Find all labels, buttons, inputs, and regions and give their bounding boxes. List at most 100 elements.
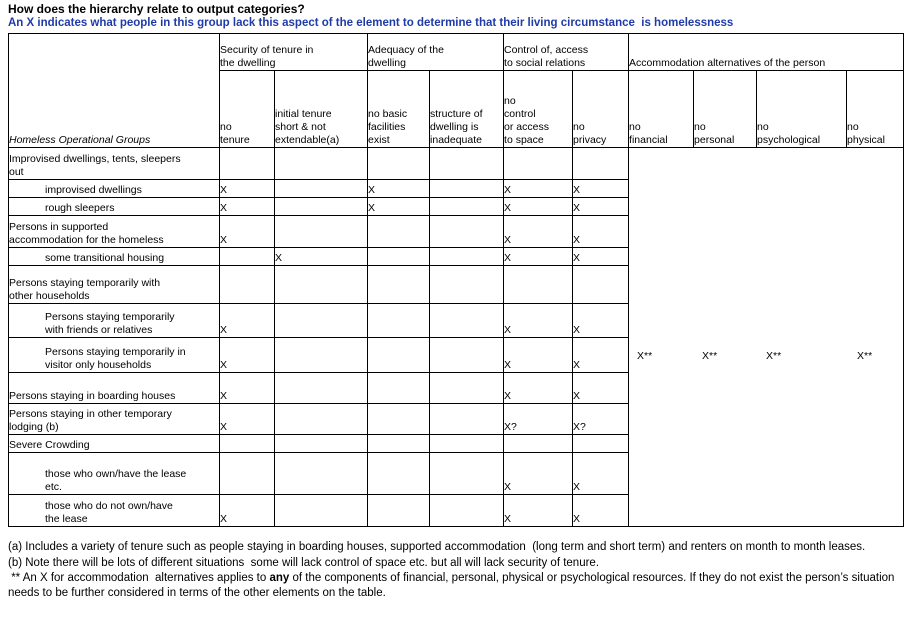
mark-cell: [429, 372, 505, 404]
accommodation-mark: X**: [637, 350, 653, 362]
row-label: Persons staying temporarily with other h…: [8, 265, 220, 304]
mark-cell: [273, 337, 369, 373]
mark-cell: X?: [503, 403, 574, 435]
mark-cell: X: [219, 179, 275, 198]
mark-cell: [367, 452, 431, 495]
mark-cell: X: [219, 494, 275, 527]
mark-cell: [273, 494, 369, 527]
row-label: improvised dwellings: [8, 179, 220, 198]
mark-cell: [429, 452, 505, 495]
mark-cell: X: [572, 337, 630, 373]
row-label: Persons in supported accommodation for t…: [8, 215, 220, 248]
mark-cell: [273, 303, 369, 338]
group-header-accommodation-alternatives: Accommodation alternatives of the person: [628, 33, 905, 71]
table-row: Persons staying temporarily in visitor o…: [8, 337, 904, 373]
mark-cell: [273, 434, 369, 453]
col-header-no-tenure: no tenure: [219, 70, 275, 148]
mark-cell: [367, 372, 431, 404]
row-label: Persons staying in other temporary lodgi…: [8, 403, 220, 435]
mark-cell: X: [572, 215, 630, 248]
mark-cell: X: [572, 247, 630, 266]
homelessness-matrix-table: Homeless Operational Groups Security of …: [8, 33, 905, 527]
footnote-double-asterisk-bold: any: [269, 572, 290, 584]
group-header-control-access-social: Control of, access to social relations: [503, 33, 630, 71]
footnotes: (a) Includes a variety of tenure such as…: [8, 540, 901, 600]
mark-cell: X: [503, 303, 574, 338]
mark-cell: [273, 197, 369, 216]
mark-cell: X: [219, 303, 275, 338]
mark-cell: [219, 247, 275, 266]
table-row: Severe Crowding: [8, 434, 904, 453]
mark-cell: X: [572, 303, 630, 338]
table-row: some transitional housing X X X: [8, 247, 904, 266]
mark-cell: X: [367, 197, 431, 216]
group-header-adequacy-of-dwelling: Adequacy of the dwelling: [367, 33, 505, 71]
accommodation-mark: X**: [857, 350, 873, 362]
mark-cell: X: [219, 197, 275, 216]
row-label: Persons staying temporarily in visitor o…: [8, 337, 220, 373]
footnote-double-asterisk: ** An X for accommodation alternatives a…: [8, 571, 901, 600]
mark-cell: [367, 403, 431, 435]
row-label: those who do not own/have the lease: [8, 494, 220, 527]
mark-cell: [367, 247, 431, 266]
mark-cell: [367, 337, 431, 373]
mark-cell: [219, 452, 275, 495]
accommodation-mark: X**: [766, 350, 782, 362]
mark-cell: X: [503, 247, 574, 266]
col-header-no-control-access-space: no control or access to space: [503, 70, 574, 148]
mark-cell: [429, 494, 505, 527]
row-label: rough sleepers: [8, 197, 220, 216]
mark-cell: X?: [572, 403, 630, 435]
mark-cell: [572, 147, 630, 180]
mark-cell: [503, 265, 574, 304]
mark-cell: X: [503, 494, 574, 527]
col-header-initial-tenure: initial tenure short & not extendable(a): [273, 70, 369, 148]
group-header-security-of-tenure: Security of tenure in the dwelling: [218, 33, 369, 71]
mark-cell: [273, 179, 369, 198]
table-row: Persons in supported accommodation for t…: [8, 215, 904, 248]
col-header-no-psychological: no psychological: [756, 70, 848, 148]
row-label: Severe Crowding: [8, 434, 220, 453]
mark-cell: X: [572, 197, 630, 216]
mark-cell: [429, 265, 505, 304]
mark-cell: [367, 265, 431, 304]
mark-cell: [219, 147, 275, 180]
mark-cell: X: [503, 197, 574, 216]
mark-cell: [273, 215, 369, 248]
mark-cell: [572, 434, 630, 453]
mark-cell: X: [219, 403, 275, 435]
group-header-row: Homeless Operational Groups Security of …: [8, 33, 905, 148]
mark-cell: [367, 303, 431, 338]
mark-cell: [429, 197, 505, 216]
mark-cell: [429, 179, 505, 198]
mark-cell: [219, 265, 275, 304]
row-label: Persons staying in boarding houses: [8, 372, 220, 404]
row-label: those who own/have the lease etc.: [8, 452, 220, 495]
mark-cell: X: [273, 247, 369, 266]
mark-cell: [273, 147, 369, 180]
mark-cell: X: [503, 179, 574, 198]
mark-cell: [429, 147, 505, 180]
mark-cell: [273, 403, 369, 435]
mark-cell: [503, 434, 574, 453]
mark-cell: [367, 215, 431, 248]
row-label: Persons staying temporarily with friends…: [8, 303, 220, 338]
mark-cell: [273, 372, 369, 404]
footnote-a: (a) Includes a variety of tenure such as…: [8, 541, 866, 553]
table-row: improvised dwellings X X X X: [8, 179, 904, 198]
mark-cell: X: [572, 452, 630, 495]
row-header-title: Homeless Operational Groups: [8, 33, 220, 148]
mark-cell: X: [503, 215, 574, 248]
mark-cell: X: [219, 372, 275, 404]
accommodation-mark: X**: [702, 350, 718, 362]
col-header-no-personal: no personal: [693, 70, 758, 148]
col-header-no-privacy: no privacy: [572, 70, 630, 148]
col-header-no-physical: no physical: [846, 70, 905, 148]
col-header-no-financial: no financial: [628, 70, 695, 148]
mark-cell: [429, 303, 505, 338]
table-row: those who do not own/have the lease X X X: [8, 494, 904, 527]
mark-cell: [367, 494, 431, 527]
page-subtitle: An X indicates what people in this group…: [8, 17, 734, 29]
table-row: those who own/have the lease etc. X X: [8, 452, 904, 495]
